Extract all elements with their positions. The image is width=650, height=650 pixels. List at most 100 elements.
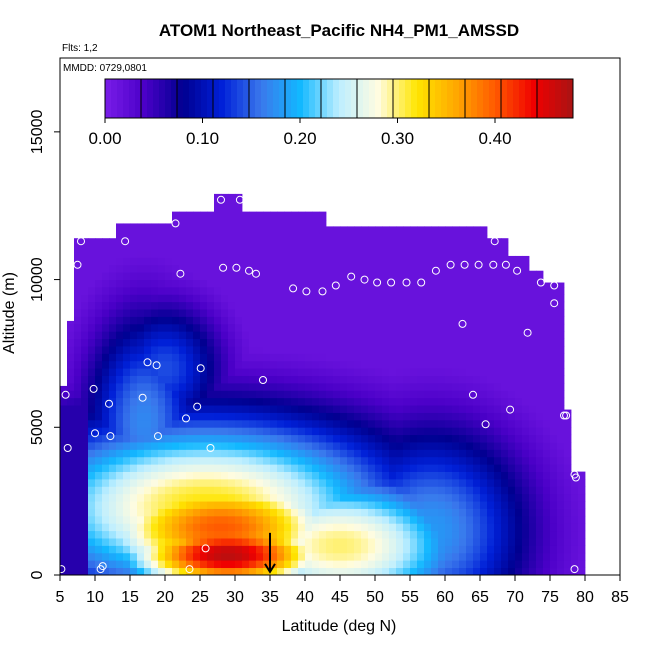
heatmap-cell (137, 545, 145, 554)
heatmap-cell (522, 464, 530, 472)
heatmap-cell (207, 323, 215, 332)
heatmap-cell (102, 508, 110, 517)
data-point (550, 281, 559, 290)
heatmap-cell (305, 538, 313, 546)
heatmap-cell (564, 501, 572, 509)
heatmap-cell (102, 434, 110, 443)
heatmap-cell (256, 250, 264, 258)
heatmap-cell (130, 390, 138, 399)
heatmap-cell (123, 412, 131, 421)
heatmap-cell (410, 360, 418, 369)
heatmap-cell (312, 545, 320, 554)
heatmap-cell (487, 419, 495, 428)
data-point (536, 278, 545, 287)
colorbar-swatch (519, 79, 526, 118)
heatmap-cell (67, 368, 75, 376)
heatmap-cell (480, 412, 488, 421)
heatmap-cell (151, 375, 159, 384)
heatmap-cell (326, 508, 334, 517)
heatmap-cell (543, 545, 551, 554)
heatmap-cell (305, 508, 313, 517)
heatmap-cell (508, 545, 516, 554)
heatmap-cell (179, 478, 187, 487)
heatmap-cell (151, 338, 159, 347)
heatmap-cell (333, 242, 341, 251)
heatmap-cell (354, 397, 362, 406)
heatmap-cell (494, 486, 502, 495)
heatmap-cell (200, 397, 208, 406)
heatmap-cell (193, 250, 201, 258)
heatmap-cell (452, 538, 460, 546)
heatmap-cell (249, 486, 257, 495)
heatmap-cell (466, 412, 474, 421)
heatmap-cell (263, 530, 271, 539)
heatmap-cell (67, 486, 75, 495)
heatmap-cell (60, 449, 68, 458)
heatmap-cell (354, 545, 362, 554)
heatmap-cell (256, 368, 264, 376)
heatmap-cell (438, 323, 446, 332)
heatmap-cell (291, 360, 299, 369)
heatmap-cell (375, 567, 383, 576)
heatmap-cell (200, 220, 208, 229)
heatmap-cell (144, 360, 152, 369)
heatmap-cell (186, 338, 194, 347)
heatmap-cell (487, 530, 495, 539)
heatmap-cell (298, 213, 306, 221)
heatmap-cell (305, 456, 313, 465)
heatmap-cell (557, 552, 565, 561)
heatmap-cell (137, 501, 145, 509)
heatmap-cell (543, 382, 551, 391)
heatmap-cell (389, 471, 397, 480)
heatmap-cell (396, 538, 404, 546)
heatmap-cell (417, 250, 425, 258)
heatmap-cell (67, 560, 75, 569)
heatmap-cell (179, 552, 187, 561)
heatmap-cell (214, 427, 222, 436)
heatmap-cell (410, 226, 418, 229)
heatmap-cell (473, 523, 481, 532)
heatmap-cell (459, 493, 467, 502)
heatmap-cell (221, 301, 229, 310)
heatmap-cell (508, 286, 516, 295)
heatmap-cell (123, 486, 131, 495)
heatmap-cell (270, 375, 278, 384)
heatmap-cell (242, 449, 250, 458)
heatmap-cell (228, 316, 236, 325)
heatmap-cell (333, 508, 341, 517)
heatmap-cell (95, 412, 103, 421)
heatmap-cell (277, 545, 285, 554)
heatmap-cell (60, 419, 68, 428)
heatmap-cell (277, 323, 285, 332)
heatmap-cell (480, 427, 488, 436)
heatmap-cell (88, 338, 96, 347)
heatmap-cell (354, 346, 362, 354)
heatmap-cell (564, 545, 572, 554)
heatmap-cell (291, 257, 299, 266)
heatmap-cell (312, 471, 320, 480)
heatmap-cell (137, 515, 145, 524)
colorbar-swatch (285, 79, 292, 118)
heatmap-cell (305, 375, 313, 384)
x-tick-label: 75 (541, 589, 559, 606)
heatmap-cell (550, 286, 558, 295)
heatmap-cell (200, 545, 208, 554)
heatmap-cell (200, 211, 208, 214)
heatmap-cell (179, 530, 187, 539)
heatmap-cell (67, 515, 75, 524)
heatmap-cell (459, 449, 467, 458)
heatmap-cell (172, 250, 180, 258)
heatmap-cell (424, 456, 432, 465)
heatmap-cell (564, 449, 572, 458)
heatmap-cell (88, 257, 96, 266)
heatmap-cell (368, 434, 376, 443)
heatmap-cell (144, 368, 152, 376)
heatmap-cell (200, 456, 208, 465)
heatmap-cell (74, 286, 82, 295)
heatmap-cell (200, 552, 208, 561)
heatmap-cell (172, 456, 180, 465)
heatmap-cell (557, 486, 565, 495)
heatmap-cell (109, 338, 117, 347)
heatmap-cell (564, 530, 572, 539)
